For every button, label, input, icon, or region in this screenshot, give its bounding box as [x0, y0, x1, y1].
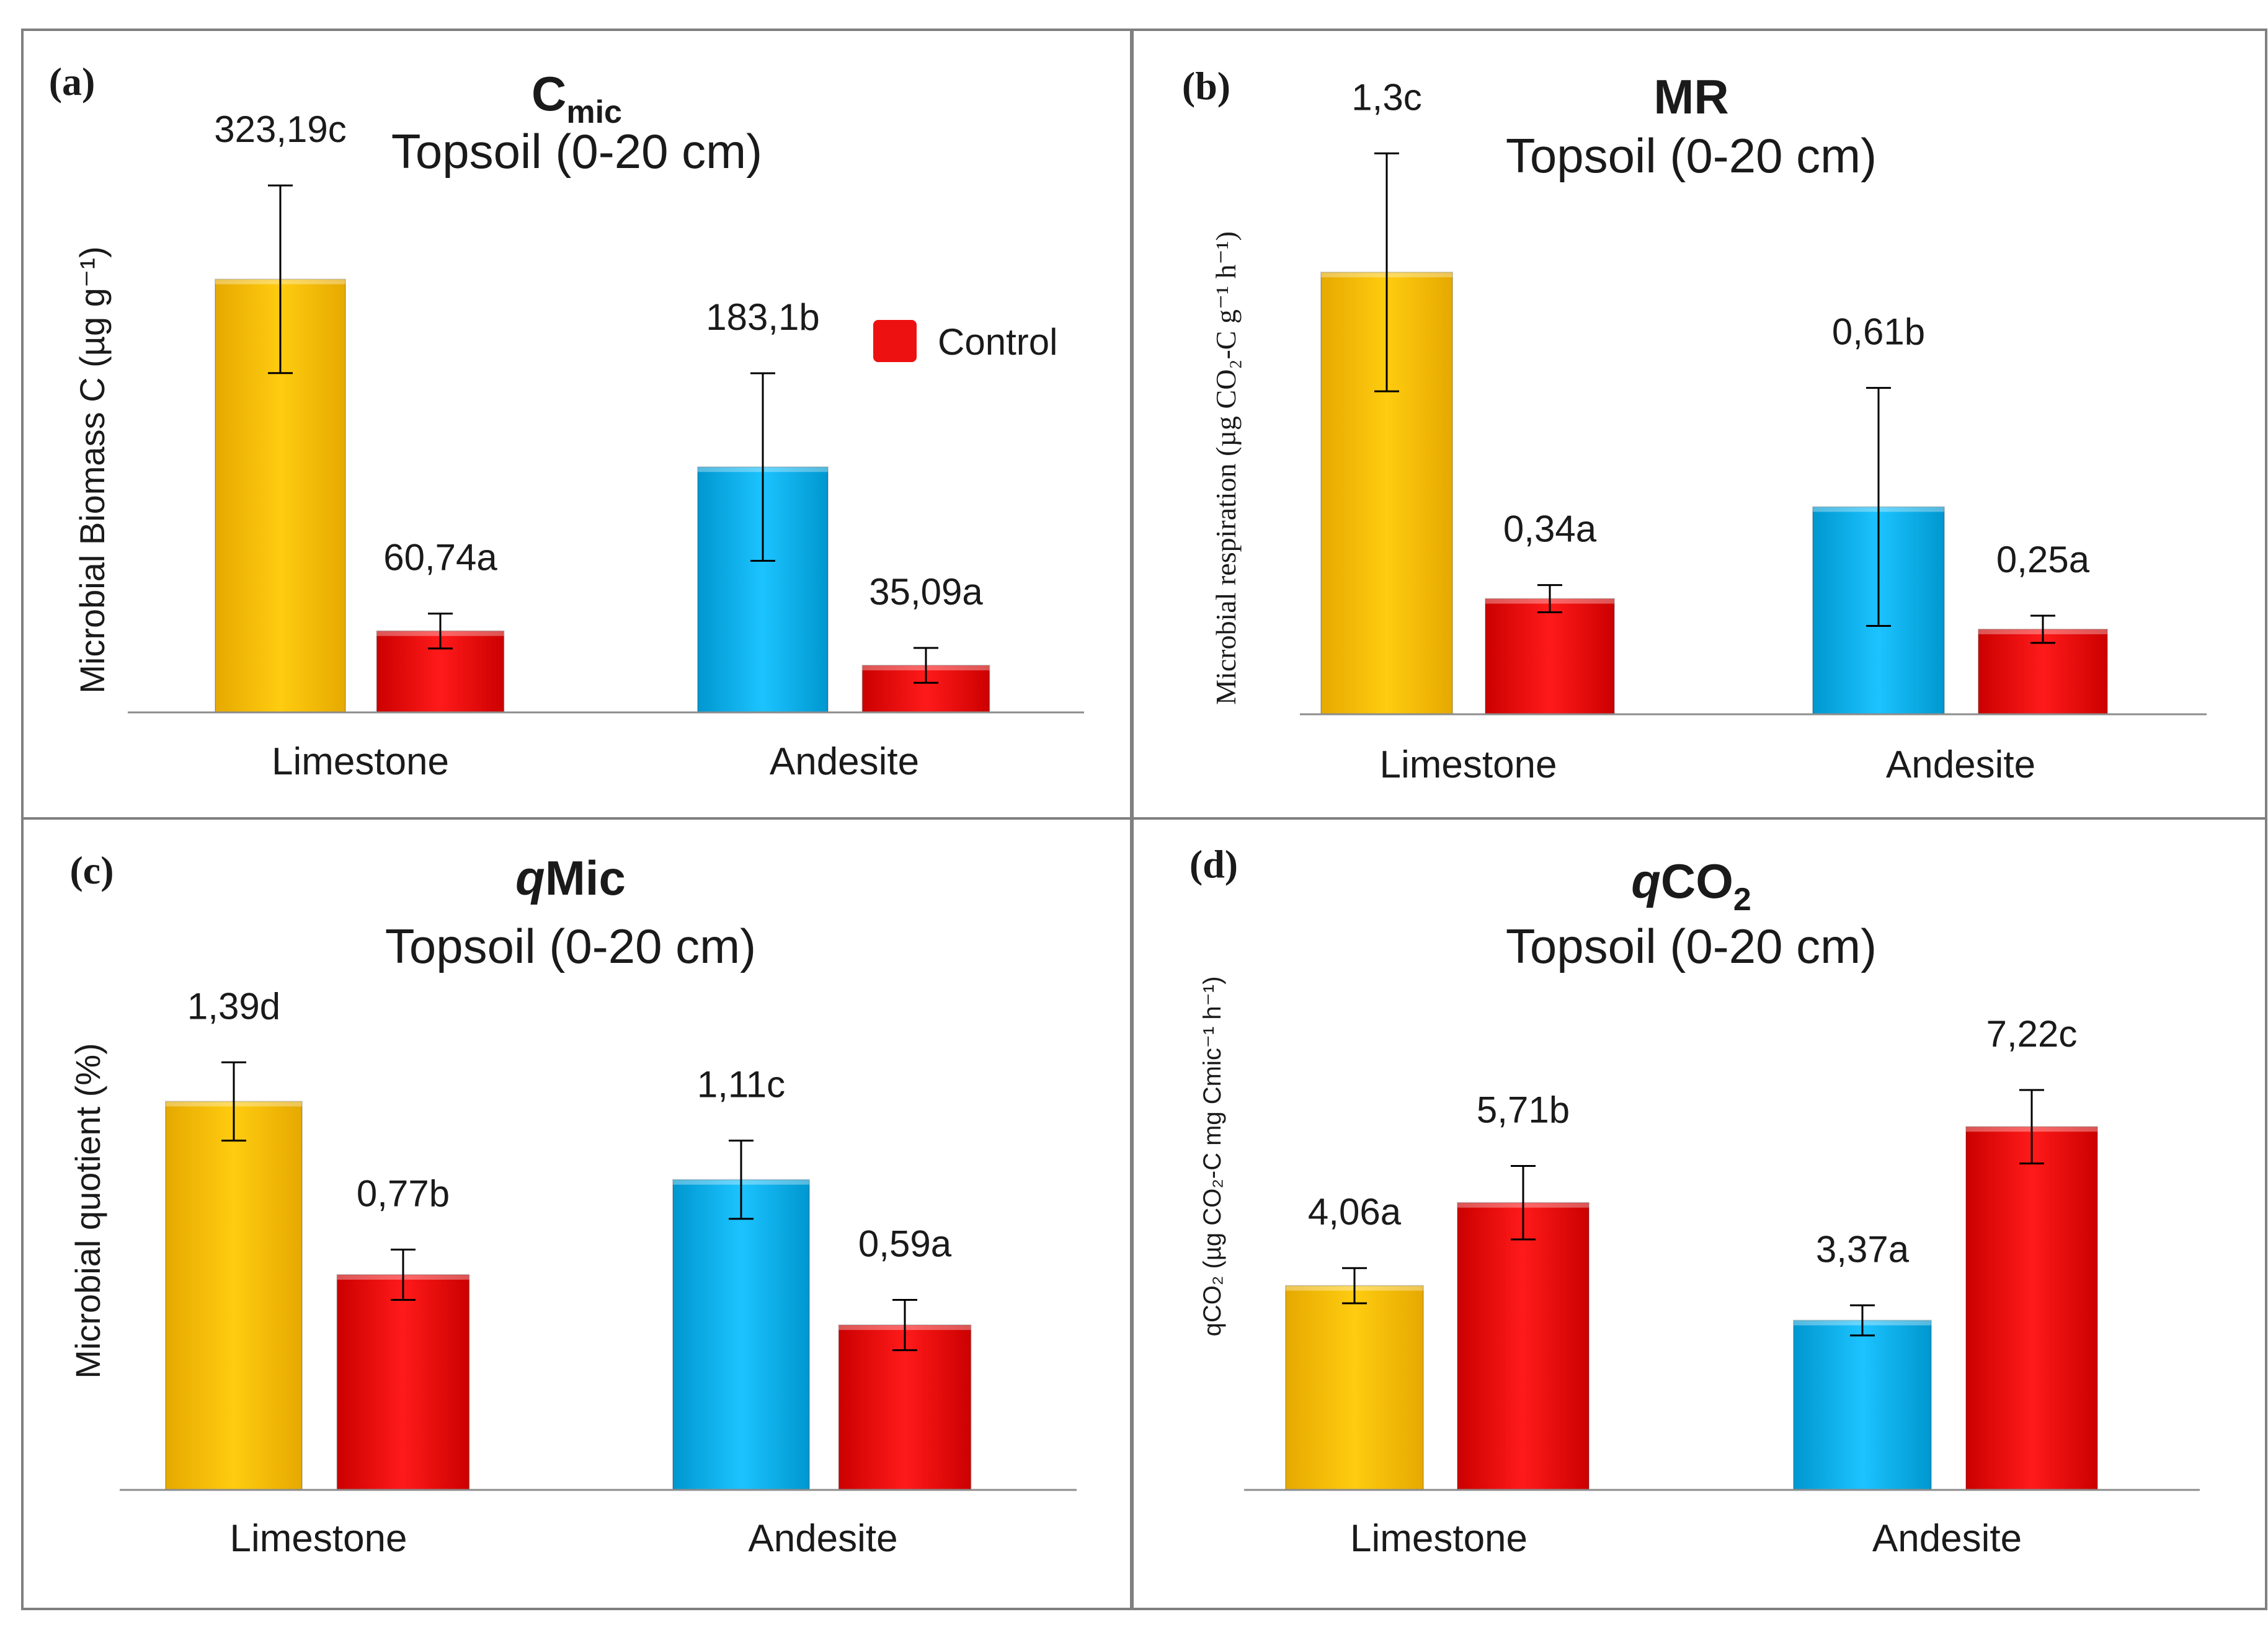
panel-c-tick-label-andesite: Andesite [748, 1517, 897, 1560]
panel-a-title: Cmic [531, 66, 622, 130]
panel-a-data-label: 323,19c [214, 109, 347, 150]
panel-d-title: qCO2 [1631, 854, 1751, 918]
panel-d-errorbar-andesite-control [2019, 1089, 2044, 1164]
panel-d-bar-andesite-amended [1793, 1319, 1932, 1491]
panel-b-data-label: 0,34a [1503, 508, 1597, 550]
panel-a-subtitle: Topsoil (0-20 cm) [391, 124, 762, 179]
panel-c-bar-andesite-amended [672, 1179, 810, 1491]
legend: Control [873, 320, 1057, 363]
panel-d-data-label: 4,06a [1308, 1191, 1402, 1233]
panel-c-data-label: 1,11c [697, 1064, 785, 1106]
panel-b-errorbar-andesite-control [2030, 614, 2055, 644]
panel-a-data-label: 60,74a [383, 537, 497, 578]
panel-b-errorbar-limestone-control [1537, 584, 1562, 614]
panel-c-data-label: 1,39d [187, 985, 280, 1027]
panel-a-errorbar-limestone-amended [268, 184, 293, 374]
panel-d-errorbar-limestone-amended [1342, 1267, 1367, 1305]
panel-b-tick-label-andesite: Andesite [1886, 743, 2035, 786]
panel-b-errorbar-limestone-amended [1374, 152, 1399, 392]
panel-a-errorbar-limestone-control [428, 613, 453, 650]
panel-d-data-label: 3,37a [1816, 1228, 1910, 1270]
panel-b-data-label: 0,61b [1832, 311, 1925, 353]
panel-b-title: MR [1653, 69, 1728, 124]
panel-d-bar-limestone-control [1457, 1202, 1590, 1491]
panel-c-errorbar-limestone-control [391, 1248, 416, 1301]
panel-a-data-label: 183,1b [706, 296, 820, 338]
panel-c-errorbar-andesite-amended [729, 1140, 754, 1220]
panel-d-letter: (d) [1190, 842, 1238, 886]
legend-label-control: Control [938, 321, 1057, 363]
panel-b-tick-label-limestone: Limestone [1379, 743, 1557, 786]
legend-swatch-control [873, 320, 917, 362]
panel-d-bar-andesite-control [1965, 1126, 2098, 1491]
panel-b-errorbar-andesite-amended [1866, 387, 1891, 627]
panel-c-errorbar-andesite-control [892, 1299, 917, 1352]
panel-b-bar-limestone-control [1485, 598, 1615, 715]
panel-c-subtitle: Topsoil (0-20 cm) [385, 919, 756, 973]
panel-d-data-label: 7,22c [1986, 1013, 2078, 1055]
panel-a-tick-label-andesite: Andesite [770, 740, 919, 783]
panel-b-ylabel: Microbial respiration (µg CO₂-C g⁻¹ h⁻¹) [1210, 231, 1242, 705]
panel-c-data-label: 0,77b [357, 1172, 450, 1214]
panel-a-ylabel: Microbial Biomass C (µg g⁻¹) [73, 246, 112, 694]
panel-d-subtitle: Topsoil (0-20 cm) [1506, 919, 1877, 973]
panel-b-data-label: 0,25a [1996, 539, 2090, 580]
panel-d-data-label: 5,71b [1477, 1089, 1570, 1131]
panel-c-tick-label-limestone: Limestone [229, 1517, 407, 1560]
panel-a-data-label: 35,09a [869, 571, 983, 613]
panel-c-title: qMic [515, 851, 626, 905]
panel-a-errorbar-andesite-control [914, 647, 938, 684]
panel-d-errorbar-andesite-amended [1850, 1304, 1875, 1337]
panel-c-ylabel: Microbial quotient (%) [68, 1043, 107, 1379]
panel-b-data-label: 1,3c [1351, 76, 1421, 118]
panel-c-data-label: 0,59a [858, 1223, 952, 1265]
panel-a-letter: (a) [49, 60, 96, 104]
panel-b-letter: (b) [1182, 64, 1230, 108]
panel-c: (c) qMic Topsoil (0-20 cm) Microbial quotie… [21, 817, 1132, 1610]
panel-a-tick-label-limestone: Limestone [272, 740, 449, 783]
panel-b-subtitle: Topsoil (0-20 cm) [1506, 128, 1877, 183]
panel-c-errorbar-limestone-amended [221, 1061, 246, 1142]
panel-d-frame [1131, 817, 2267, 1610]
panel-d-bar-limestone-amended [1285, 1285, 1424, 1491]
panel-d-errorbar-limestone-control [1511, 1165, 1536, 1241]
panel-c-bar-limestone-amended [165, 1101, 303, 1491]
panel-a-errorbar-andesite-amended [750, 372, 775, 562]
panel-c-bar-limestone-control [336, 1274, 470, 1491]
panel-c-letter: (c) [69, 848, 113, 892]
panel-d-tick-label-andesite: Andesite [1872, 1517, 2022, 1560]
panel-d-tick-label-limestone: Limestone [1350, 1517, 1528, 1560]
panel-d-ylabel: qCO₂ (µg CO₂-C mg Cmic⁻¹ h⁻¹) [1199, 977, 1226, 1337]
